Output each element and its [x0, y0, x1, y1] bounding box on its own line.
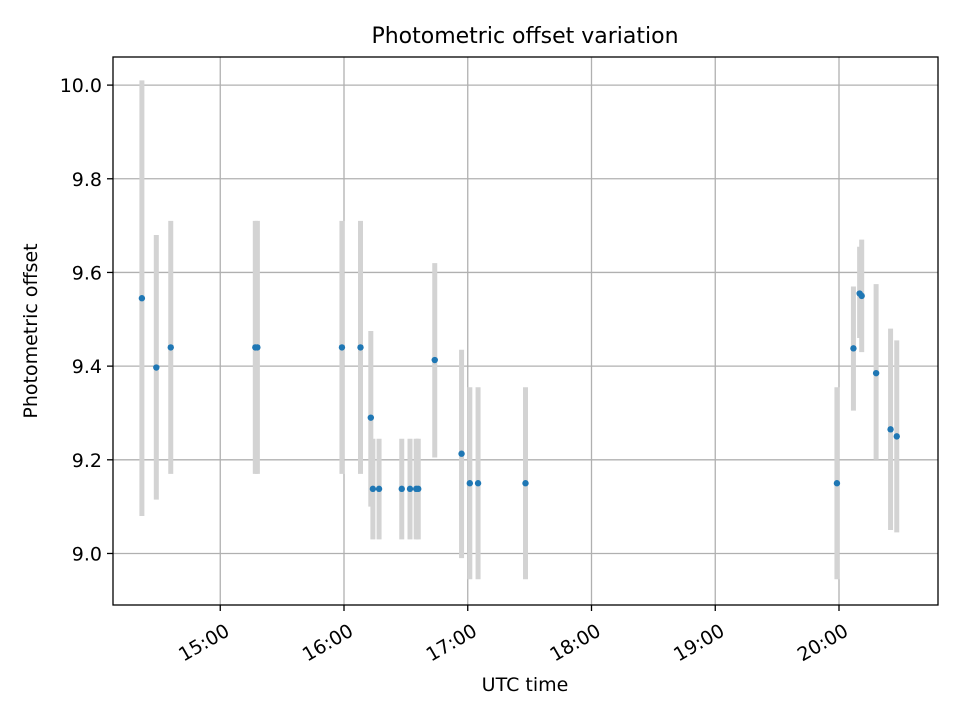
data-point [357, 344, 364, 351]
y-axis-label: Photometric offset [20, 243, 42, 418]
data-point [254, 344, 261, 351]
data-point [398, 485, 405, 493]
data-point [367, 414, 375, 421]
chart-title: Photometric offset variation [371, 24, 678, 49]
data-point [167, 344, 174, 351]
plot-area-frame [112, 56, 939, 606]
x-axis-label: UTC time [482, 674, 569, 696]
data-point [375, 485, 383, 493]
data-point [431, 356, 438, 364]
y-tick-label: 9.0 [72, 543, 102, 565]
data-point [522, 480, 529, 487]
data-point [858, 292, 865, 300]
data-point [887, 426, 894, 433]
y-tick-label: 10.0 [60, 75, 102, 97]
y-tick-label: 9.6 [72, 262, 102, 284]
data-point [153, 364, 160, 371]
data-point [872, 369, 880, 377]
data-point [369, 485, 377, 493]
y-axis-ticks: 9.0 9.2 9.4 9.6 9.8 10.0 [60, 75, 113, 565]
data-point [466, 480, 474, 487]
data-point [833, 480, 841, 487]
data-point [415, 485, 422, 493]
y-tick-label: 9.4 [72, 356, 102, 378]
y-tick-label: 9.8 [72, 169, 102, 191]
data-point [458, 450, 465, 457]
data-point [893, 433, 900, 440]
data-point [138, 295, 146, 302]
data-point [338, 344, 346, 351]
y-tick-label: 9.2 [72, 450, 102, 472]
data-points [138, 290, 900, 493]
data-point [850, 345, 857, 352]
data-point [406, 485, 414, 493]
data-point [474, 480, 482, 487]
